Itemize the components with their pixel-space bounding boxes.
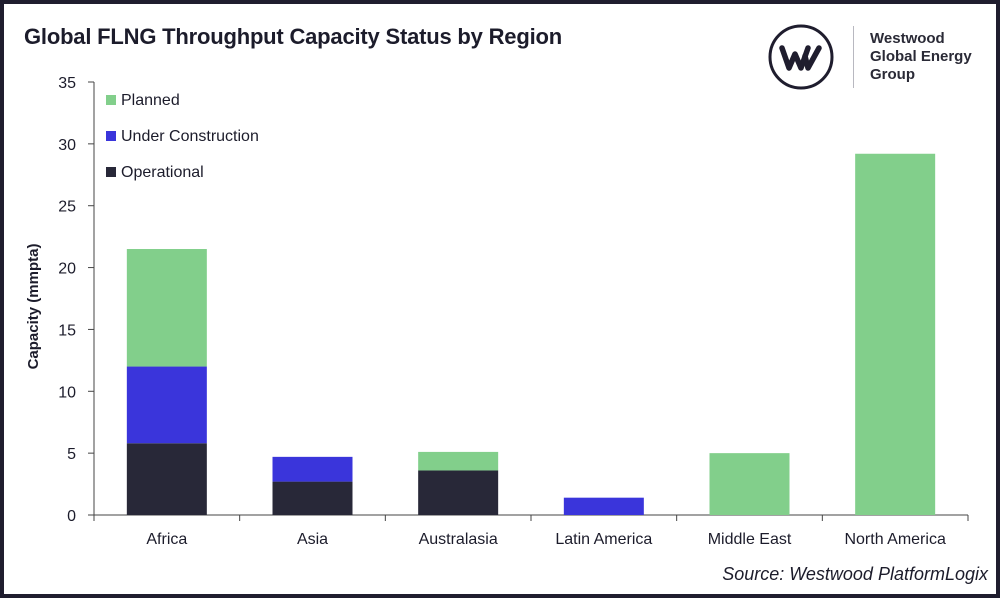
y-axis-label: Capacity (mmpta) bbox=[25, 244, 42, 370]
brand-name: Westwood Global Energy Group bbox=[870, 30, 990, 84]
chart-title: Global FLNG Throughput Capacity Status b… bbox=[24, 24, 562, 49]
y-tick-label: 15 bbox=[58, 322, 76, 339]
bar-planned bbox=[126, 249, 207, 367]
y-tick-label: 20 bbox=[58, 261, 76, 278]
legend-swatch bbox=[106, 167, 116, 177]
y-tick-label: 10 bbox=[58, 384, 76, 401]
westwood-w-logo-icon bbox=[768, 24, 834, 90]
bar-operational bbox=[126, 443, 207, 515]
brand-name-line: Group bbox=[870, 66, 915, 83]
bar-operational bbox=[272, 481, 353, 515]
y-tick-label: 25 bbox=[58, 199, 76, 216]
legend-label: Under Construction bbox=[121, 128, 259, 145]
bar-under-construction bbox=[272, 456, 353, 482]
bar-under-construction bbox=[126, 366, 207, 444]
y-tick-label: 30 bbox=[58, 137, 76, 154]
legend-label: Planned bbox=[121, 92, 180, 109]
x-tick-label: Middle East bbox=[708, 531, 792, 548]
x-tick-label: Australasia bbox=[419, 531, 498, 548]
x-tick-label: Asia bbox=[297, 531, 328, 548]
brand-divider bbox=[853, 26, 854, 88]
brand-name-line: Westwood bbox=[870, 30, 945, 47]
bar-planned bbox=[709, 453, 790, 515]
legend-swatch bbox=[106, 95, 116, 105]
legend-swatch bbox=[106, 131, 116, 141]
legend-label: Operational bbox=[121, 164, 204, 181]
x-tick-label: North America bbox=[844, 531, 945, 548]
source-note: Source: Westwood PlatformLogix bbox=[722, 564, 988, 584]
y-tick-label: 5 bbox=[67, 446, 76, 463]
y-tick-label: 35 bbox=[58, 75, 76, 92]
bar-operational bbox=[418, 470, 499, 515]
bar-planned bbox=[418, 451, 499, 471]
x-tick-label: Africa bbox=[146, 531, 187, 548]
y-tick-label: 0 bbox=[67, 508, 76, 525]
x-tick-label: Latin America bbox=[555, 531, 652, 548]
brand-name-line: Global Energy bbox=[870, 48, 972, 65]
bar-planned bbox=[855, 153, 936, 516]
bar-under-construction bbox=[563, 497, 644, 515]
